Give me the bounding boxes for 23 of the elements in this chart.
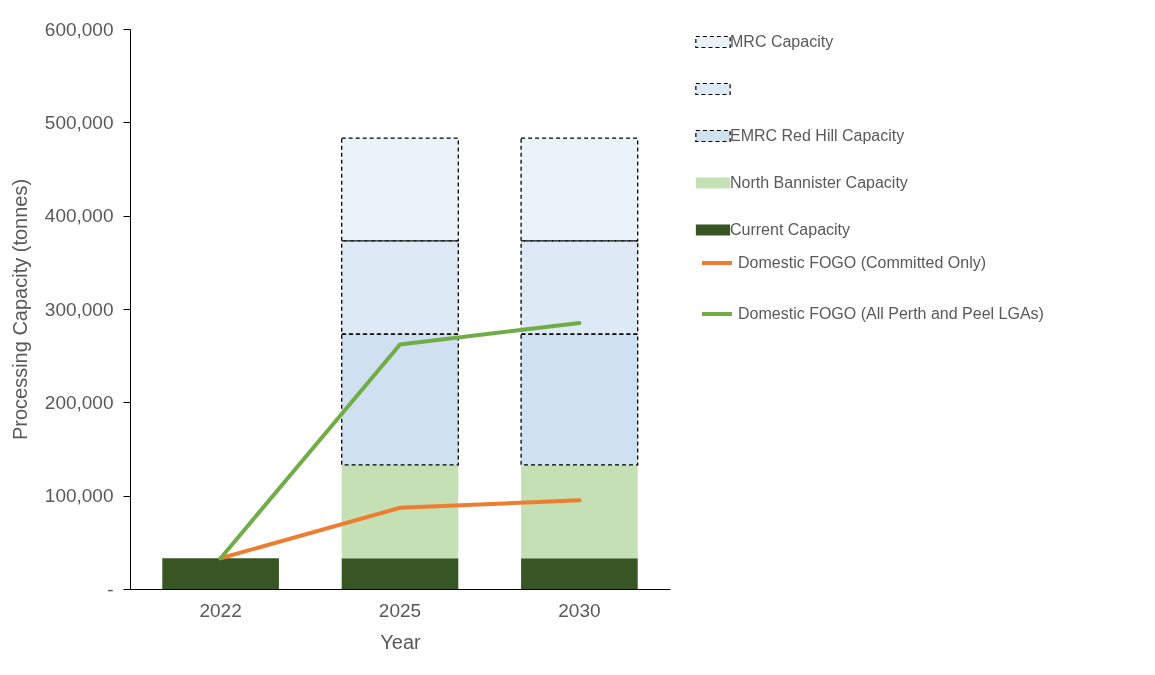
legend-label: MRC Capacity bbox=[730, 33, 834, 50]
y-tick-label: 400,000 bbox=[44, 205, 114, 227]
legend-label: Current Capacity bbox=[730, 221, 851, 238]
y-axis-title: Processing Capacity (tonnes) bbox=[8, 178, 31, 441]
legend-label: EMRC Red Hill Capacity bbox=[730, 127, 905, 144]
x-axis-title: Year bbox=[380, 630, 422, 653]
legend-label: Domestic FOGO (All Perth and Peel LGAs) bbox=[738, 305, 1044, 322]
y-tick-label: 500,000 bbox=[44, 111, 114, 133]
bar bbox=[341, 558, 459, 589]
y-tick-label: 200,000 bbox=[44, 391, 114, 413]
y-tick-label: 100,000 bbox=[44, 485, 114, 507]
x-tick-label: 2025 bbox=[378, 599, 422, 621]
legend-label: North Bannister Capacity bbox=[730, 174, 908, 191]
x-tick-label: 2030 bbox=[558, 599, 601, 621]
bar bbox=[341, 464, 459, 559]
y-tick-label: 300,000 bbox=[44, 298, 114, 320]
y-tick-label: - bbox=[107, 578, 114, 600]
legend-label: Domestic FOGO (Committed Only) bbox=[738, 254, 987, 271]
bar bbox=[162, 558, 279, 589]
bar bbox=[521, 558, 638, 589]
bar bbox=[521, 464, 638, 559]
y-tick-label: 600,000 bbox=[44, 18, 114, 40]
x-tick-label: 2022 bbox=[199, 599, 242, 621]
